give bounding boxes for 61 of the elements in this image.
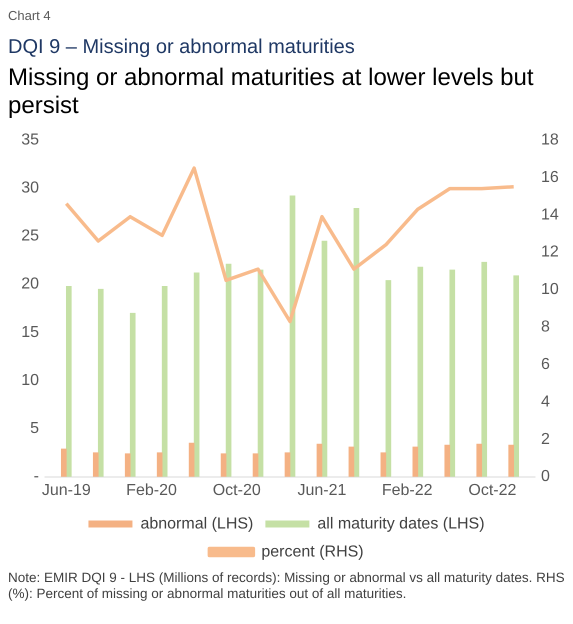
y-tick-label: 30 bbox=[21, 180, 40, 197]
x-tick-label: Jun-21 bbox=[297, 482, 347, 499]
y2-tick-label: 6 bbox=[541, 356, 550, 373]
y-tick-label: 25 bbox=[21, 228, 40, 245]
bar bbox=[284, 452, 290, 477]
caption: Chart 4 bbox=[8, 8, 51, 23]
bar bbox=[386, 280, 392, 477]
bar bbox=[290, 195, 296, 477]
bar bbox=[258, 270, 264, 477]
bar bbox=[417, 266, 424, 477]
y2-tick-label: 8 bbox=[541, 318, 550, 336]
legend-label: percent (RHS) bbox=[261, 543, 364, 560]
bar bbox=[194, 272, 200, 477]
y-tick-label: 10 bbox=[21, 372, 40, 389]
chart-subtitle: DQI 9 – Missing or abnormal maturities bbox=[8, 36, 355, 59]
bar bbox=[156, 452, 163, 477]
y-tick-label: 35 bbox=[21, 131, 40, 148]
y-tick-label: 20 bbox=[21, 276, 40, 293]
bar bbox=[354, 208, 360, 477]
bar bbox=[220, 453, 226, 477]
y2-tick-label: 18 bbox=[541, 131, 559, 148]
x-tick-label: Feb-22 bbox=[382, 482, 433, 499]
bar bbox=[449, 270, 456, 477]
bar bbox=[252, 453, 258, 477]
bar bbox=[412, 446, 418, 477]
bar bbox=[188, 442, 194, 477]
x-tick-label: Oct-22 bbox=[468, 482, 516, 499]
bar bbox=[476, 444, 482, 477]
text: Note: EMIR DQI 9 - LHS (Millions of records): Missing or abnormal vs all maturity dates. RHS (%): Percent of missing or abnormal maturities out of all maturities. bbox=[8, 570, 566, 602]
bar bbox=[60, 448, 67, 477]
legend-label: abnormal (LHS) bbox=[140, 515, 254, 532]
y2-tick-label: 14 bbox=[541, 206, 559, 224]
chart-title: Missing or abnormal maturities at lower levels but persist bbox=[8, 64, 535, 120]
bar bbox=[444, 444, 450, 477]
x-tick-label: Feb-20 bbox=[126, 482, 177, 499]
bar bbox=[348, 446, 354, 477]
bar bbox=[66, 286, 72, 477]
bar bbox=[130, 312, 136, 477]
y2-tick-label: 2 bbox=[541, 430, 550, 448]
bar bbox=[162, 286, 168, 477]
bar bbox=[98, 288, 104, 477]
y2-tick-label: 16 bbox=[541, 168, 559, 186]
y2-tick-label: 12 bbox=[541, 244, 559, 261]
y-tick-label: 5 bbox=[30, 420, 40, 438]
legend-label: all maturity dates (LHS) bbox=[317, 515, 485, 532]
y-tick-label: 15 bbox=[21, 324, 40, 341]
y2-tick-label: 4 bbox=[541, 393, 550, 410]
bar bbox=[508, 444, 514, 477]
bar bbox=[316, 444, 322, 477]
y2-tick-label: 0 bbox=[541, 468, 550, 486]
bar bbox=[380, 452, 386, 477]
bar bbox=[513, 275, 520, 477]
bar bbox=[322, 240, 328, 477]
bar bbox=[226, 264, 232, 477]
bar bbox=[92, 452, 99, 477]
bar bbox=[481, 262, 488, 477]
y2-tick-label: 10 bbox=[541, 281, 559, 298]
bar bbox=[124, 453, 131, 477]
y-tick-label: - bbox=[34, 468, 39, 486]
x-tick-label: Jun-19 bbox=[42, 482, 91, 499]
x-tick-label: Oct-20 bbox=[212, 482, 261, 499]
